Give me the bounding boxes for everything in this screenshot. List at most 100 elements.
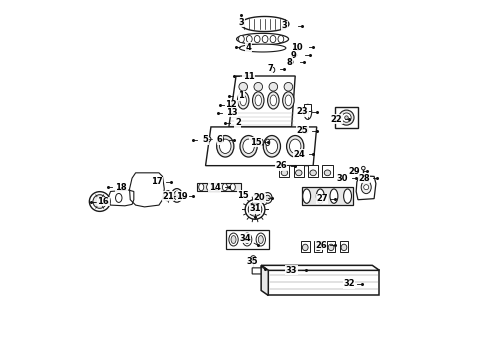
- Text: 31: 31: [249, 204, 261, 213]
- Text: 27: 27: [316, 194, 328, 203]
- Ellipse shape: [217, 135, 234, 157]
- Ellipse shape: [303, 189, 311, 203]
- Ellipse shape: [339, 110, 354, 125]
- Ellipse shape: [243, 233, 252, 246]
- Ellipse shape: [265, 195, 270, 201]
- Ellipse shape: [361, 181, 371, 194]
- Text: 29: 29: [348, 167, 360, 176]
- Ellipse shape: [364, 185, 368, 190]
- Ellipse shape: [284, 82, 293, 91]
- Ellipse shape: [252, 92, 264, 109]
- Ellipse shape: [259, 139, 263, 145]
- Ellipse shape: [315, 244, 321, 251]
- Ellipse shape: [222, 184, 227, 191]
- Text: 1: 1: [239, 91, 245, 100]
- Ellipse shape: [93, 195, 107, 208]
- Ellipse shape: [281, 170, 288, 176]
- Polygon shape: [261, 265, 379, 270]
- Text: 28: 28: [358, 174, 370, 183]
- Ellipse shape: [89, 192, 110, 211]
- Ellipse shape: [253, 208, 257, 211]
- Ellipse shape: [164, 191, 172, 201]
- Text: 15: 15: [250, 138, 262, 147]
- Ellipse shape: [302, 244, 308, 251]
- Ellipse shape: [324, 170, 331, 176]
- Ellipse shape: [266, 139, 270, 145]
- Ellipse shape: [243, 139, 254, 153]
- Text: 34: 34: [239, 234, 251, 243]
- Polygon shape: [237, 33, 289, 45]
- Polygon shape: [196, 183, 242, 192]
- Text: 5: 5: [203, 135, 208, 144]
- Ellipse shape: [290, 139, 301, 153]
- Text: 11: 11: [243, 72, 254, 81]
- Ellipse shape: [239, 82, 247, 91]
- Text: 18: 18: [116, 183, 127, 192]
- Text: 25: 25: [296, 126, 308, 135]
- Text: 2: 2: [235, 118, 241, 127]
- Bar: [314, 241, 322, 252]
- Polygon shape: [269, 270, 379, 296]
- Ellipse shape: [230, 184, 235, 191]
- Text: 21: 21: [162, 192, 174, 201]
- Ellipse shape: [207, 184, 212, 191]
- Ellipse shape: [254, 36, 260, 42]
- Text: 35: 35: [246, 257, 258, 266]
- Ellipse shape: [116, 193, 122, 202]
- Ellipse shape: [302, 128, 308, 134]
- Text: 22: 22: [331, 114, 343, 123]
- Ellipse shape: [258, 235, 263, 243]
- Ellipse shape: [263, 193, 272, 203]
- Polygon shape: [302, 187, 353, 205]
- Text: 9: 9: [291, 51, 296, 60]
- Ellipse shape: [270, 36, 276, 42]
- Bar: [335, 107, 358, 128]
- Text: 26: 26: [315, 241, 327, 250]
- Text: 13: 13: [225, 108, 237, 117]
- Text: 16: 16: [98, 197, 109, 206]
- Ellipse shape: [362, 166, 365, 170]
- Ellipse shape: [341, 244, 347, 251]
- Ellipse shape: [239, 36, 245, 42]
- Ellipse shape: [251, 256, 256, 261]
- Ellipse shape: [270, 95, 276, 106]
- Ellipse shape: [246, 36, 252, 42]
- Ellipse shape: [172, 189, 182, 202]
- Polygon shape: [205, 127, 317, 166]
- Text: 14: 14: [209, 183, 221, 192]
- Ellipse shape: [245, 199, 265, 219]
- Text: 3: 3: [282, 21, 287, 30]
- Ellipse shape: [240, 135, 257, 157]
- Ellipse shape: [218, 135, 223, 143]
- Polygon shape: [261, 265, 269, 296]
- Text: 17: 17: [151, 177, 163, 186]
- Bar: [226, 230, 270, 249]
- Text: 32: 32: [343, 279, 355, 288]
- Ellipse shape: [255, 95, 262, 106]
- Text: 15: 15: [237, 190, 249, 199]
- Ellipse shape: [278, 36, 284, 42]
- Ellipse shape: [256, 233, 266, 246]
- Ellipse shape: [220, 139, 231, 153]
- Ellipse shape: [268, 92, 279, 109]
- Polygon shape: [356, 176, 376, 200]
- Ellipse shape: [254, 82, 263, 91]
- Ellipse shape: [204, 136, 211, 142]
- Ellipse shape: [343, 189, 351, 203]
- Ellipse shape: [285, 95, 292, 106]
- Ellipse shape: [304, 104, 312, 120]
- Text: 26: 26: [275, 161, 287, 170]
- Ellipse shape: [317, 189, 324, 203]
- Text: 20: 20: [253, 193, 265, 202]
- Text: 30: 30: [336, 174, 347, 183]
- Polygon shape: [239, 44, 286, 52]
- Text: 23: 23: [296, 107, 308, 116]
- Ellipse shape: [266, 139, 278, 153]
- Ellipse shape: [310, 170, 317, 176]
- Ellipse shape: [229, 233, 238, 246]
- Bar: [327, 241, 335, 252]
- Ellipse shape: [295, 170, 302, 176]
- Ellipse shape: [199, 184, 204, 191]
- Ellipse shape: [248, 203, 262, 216]
- Ellipse shape: [328, 244, 334, 251]
